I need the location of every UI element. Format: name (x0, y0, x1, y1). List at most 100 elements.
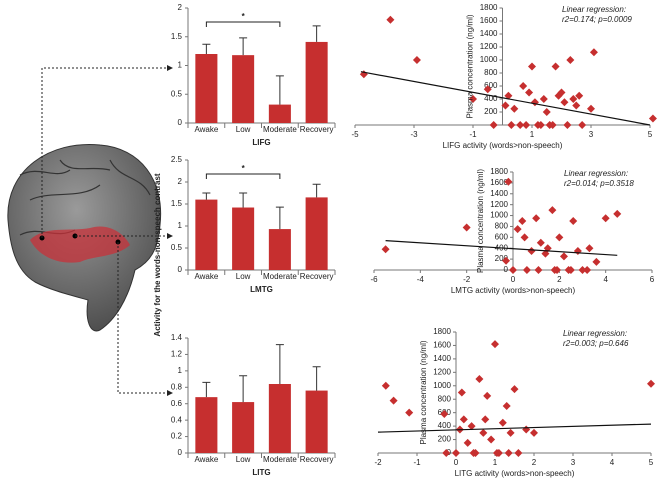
data-point (566, 56, 575, 64)
annotation: Linear regression: (563, 329, 627, 338)
data-point (550, 266, 559, 274)
data-point (462, 223, 471, 232)
y-axis-label: Plasma concentration (ng/ml) (476, 169, 485, 273)
data-point (513, 225, 522, 234)
data-point (469, 449, 478, 457)
annotation: r2=0.174; p=0.0009 (562, 15, 632, 24)
x-tick-label: Recovery (300, 272, 334, 281)
x-tick-label: Low (236, 125, 251, 134)
data-point (381, 381, 390, 390)
y-tick-label: 1000 (490, 211, 508, 220)
y-tick-label: 800 (495, 222, 509, 231)
y-tick-label: 0 (178, 118, 183, 127)
data-point (389, 396, 398, 405)
x-tick-label: 6 (650, 275, 655, 284)
x-tick-label: Awake (194, 272, 218, 281)
data-point (514, 449, 523, 457)
data-point (560, 98, 569, 107)
y-tick-label: 0 (178, 265, 183, 274)
x-tick-label: 5 (649, 458, 654, 467)
data-point (463, 438, 472, 447)
data-point (539, 95, 548, 103)
data-point (510, 104, 519, 113)
y-tick-label: 1200 (490, 200, 508, 209)
data-point (483, 85, 492, 94)
x-tick-label: 4 (603, 275, 608, 284)
x-tick-label: 0 (511, 275, 516, 284)
error-bar (275, 206, 284, 230)
data-point (613, 209, 622, 218)
data-point (563, 121, 572, 129)
data-point (557, 88, 566, 97)
y-tick-label: 1800 (480, 3, 498, 12)
data-point (504, 449, 513, 457)
error-bar (312, 25, 321, 42)
data-point (459, 415, 468, 424)
data-point (405, 408, 414, 417)
data-point (575, 91, 584, 100)
data-point (479, 428, 488, 437)
y-tick-label: 1.4 (171, 333, 183, 342)
x-tick-label: Low (236, 455, 251, 464)
y-tick-label: 1000 (480, 55, 498, 64)
data-point (481, 415, 490, 424)
brain-image (7, 143, 162, 332)
data-point (469, 95, 477, 103)
data-point (507, 121, 516, 129)
data-point (502, 401, 511, 410)
data-point (502, 256, 511, 265)
y-tick-label: 0.8 (171, 382, 183, 391)
regression-line (360, 71, 651, 126)
x-tick-label: 2 (532, 458, 537, 467)
error-bar (202, 43, 211, 54)
y-tick-label: 2.5 (171, 155, 183, 164)
bar (268, 229, 291, 270)
bar (305, 197, 328, 270)
y-tick-label: 0 (178, 448, 183, 457)
y-axis-label: Plasma concentration (ng/ml) (419, 340, 428, 444)
y-tick-label: 2 (178, 3, 183, 12)
y-tick-label: 1400 (433, 354, 451, 363)
significance-bracket (205, 21, 281, 27)
data-point (578, 266, 587, 274)
x-tick-label: Low (236, 272, 251, 281)
data-point (520, 233, 529, 242)
y-tick-label: 400 (438, 421, 452, 430)
y-tick-label: 1 (178, 221, 183, 230)
bar (195, 199, 218, 270)
x-tick-label: -3 (410, 130, 418, 139)
significance-bracket (205, 173, 281, 179)
data-point (555, 233, 564, 242)
bar (232, 402, 255, 453)
data-point (578, 121, 587, 129)
data-point (548, 206, 557, 215)
y-tick-label: 1.2 (171, 350, 183, 359)
y-tick-label: 1600 (433, 341, 451, 350)
data-point (522, 425, 531, 434)
y-tick-label: 1.5 (171, 199, 183, 208)
x-axis-label: LIFG (252, 138, 270, 147)
x-tick-label: Recovery (300, 455, 334, 464)
data-point (510, 385, 519, 394)
data-point (489, 121, 498, 129)
bar (232, 207, 255, 270)
x-tick-label: -1 (413, 458, 421, 467)
x-axis-label: LITG (252, 468, 270, 477)
data-point (592, 257, 601, 266)
data-point (386, 15, 395, 24)
data-point (648, 114, 657, 123)
y-tick-label: 1200 (480, 42, 498, 51)
x-tick-label: -2 (463, 275, 471, 284)
pointer-lines (41, 65, 173, 396)
y-axis-label: Activity for the words-non-speech contra… (153, 173, 162, 336)
error-bar (312, 183, 321, 198)
data-point (522, 266, 531, 274)
y-tick-label: 1600 (490, 178, 508, 187)
data-point (492, 449, 501, 457)
y-axis-label: Plasma concentration (ng/ml) (466, 14, 475, 118)
error-bar (239, 37, 248, 56)
data-point (572, 101, 581, 110)
x-tick-label: 5 (648, 130, 653, 139)
x-tick-label: 2 (557, 275, 562, 284)
y-tick-label: 0.5 (171, 89, 183, 98)
